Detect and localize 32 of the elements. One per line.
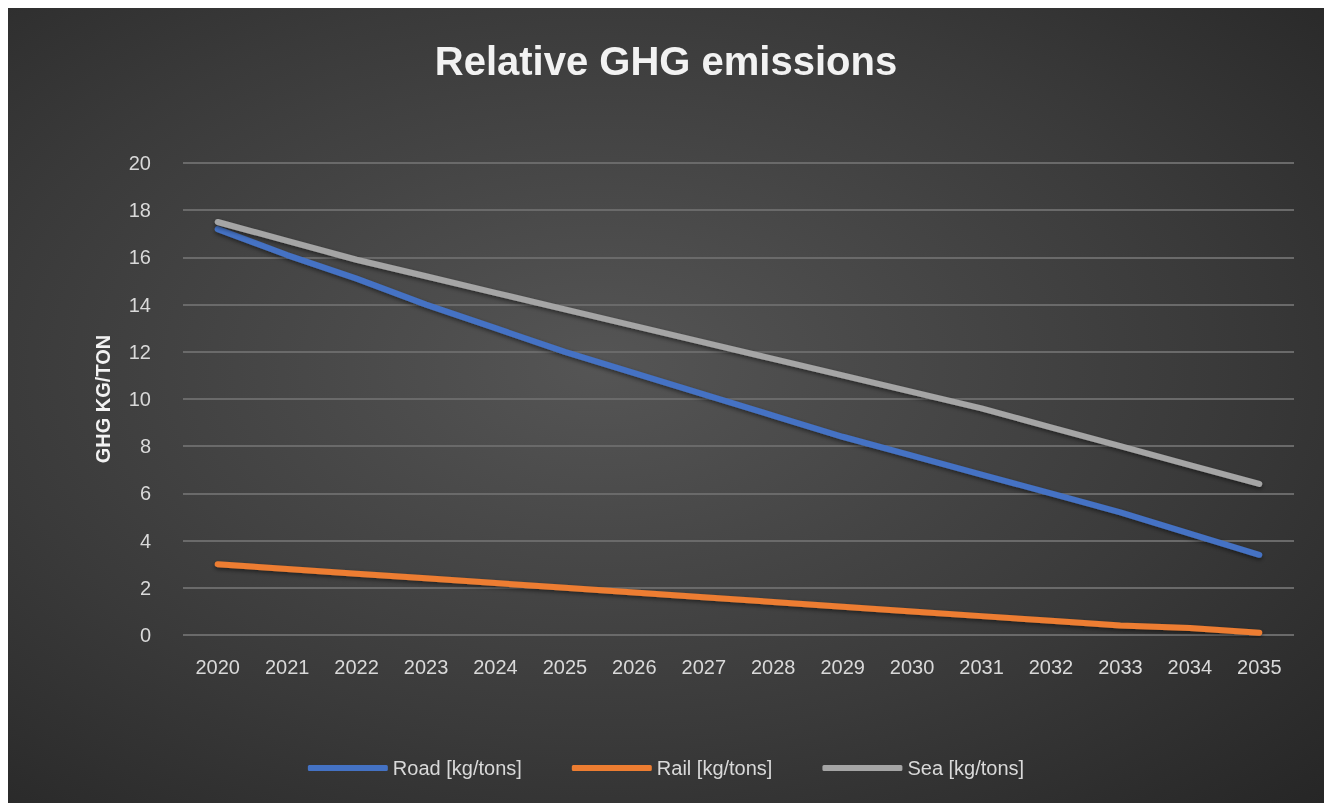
- y-axis-title: GHG KG/TON: [92, 334, 114, 464]
- y-tick-label: 4: [139, 529, 151, 552]
- x-tick-label: 2022: [334, 656, 379, 678]
- x-tick-label: 2035: [1237, 656, 1282, 678]
- y-tick-label: 10: [128, 388, 151, 410]
- x-tick-label: 2030: [889, 656, 935, 678]
- legend-label: Sea [kg/tons]: [907, 757, 1025, 779]
- y-tick-label: 12: [128, 340, 151, 363]
- x-tick-label: 2031: [959, 656, 1004, 678]
- x-tick-label: 2033: [1098, 656, 1143, 678]
- y-tick-label: 6: [139, 482, 151, 505]
- legend-label: Road [kg/tons]: [392, 757, 522, 779]
- x-tick-label: 2025: [542, 656, 588, 678]
- x-tick-label: 2026: [612, 656, 657, 678]
- y-tick-label: 0: [139, 624, 151, 646]
- y-tick-label: 16: [128, 246, 151, 269]
- x-tick-label: 2029: [820, 656, 865, 678]
- y-tick-label: 14: [128, 293, 151, 316]
- y-tick-label: 8: [139, 435, 151, 458]
- x-tick-label: 2027: [681, 656, 727, 678]
- x-tick-label: 2028: [750, 656, 796, 678]
- y-tick-label: 2: [139, 576, 151, 599]
- x-tick-label: 2023: [403, 656, 449, 678]
- x-tick-label: 2032: [1028, 656, 1074, 678]
- x-tick-label: 2021: [264, 656, 310, 678]
- x-tick-label: 2034: [1167, 656, 1213, 678]
- chart-title: Relative GHG emissions: [434, 39, 898, 83]
- x-tick-label: 2020: [195, 656, 240, 678]
- y-tick-label: 20: [128, 152, 151, 174]
- y-tick-label: 18: [128, 199, 151, 222]
- x-tick-label: 2024: [473, 656, 518, 678]
- legend-label: Rail [kg/tons]: [656, 757, 773, 779]
